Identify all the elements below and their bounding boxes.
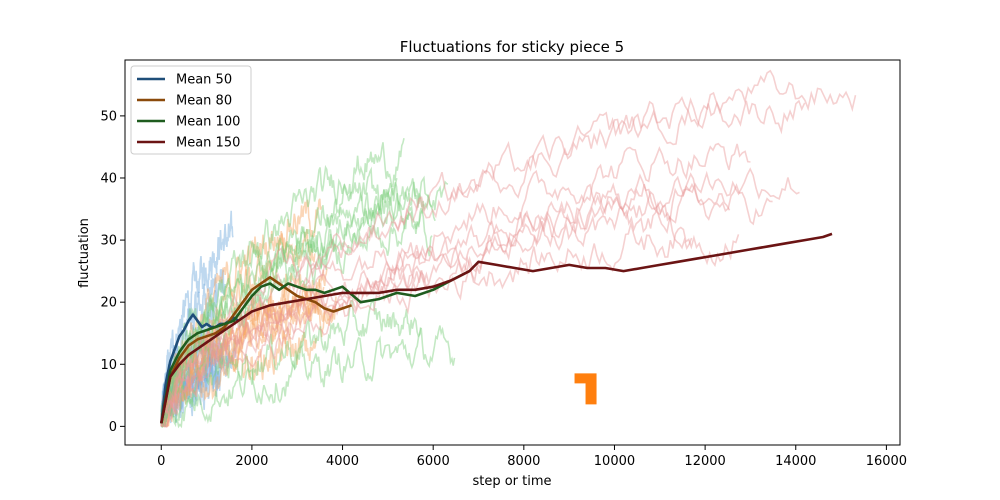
x-tick-label: 14000 — [775, 454, 816, 469]
x-tick-label: 16000 — [866, 454, 907, 469]
y-tick-label: 10 — [100, 358, 117, 373]
y-axis-ticks: 0 10 20 30 40 50 — [100, 109, 125, 435]
x-tick-label: 4000 — [326, 454, 359, 469]
orange-marker — [574, 373, 597, 405]
background-trace — [160, 69, 857, 418]
background-trace — [160, 166, 398, 415]
background-trace — [160, 198, 322, 427]
legend-frame — [130, 65, 252, 155]
series-line-mean-150 — [160, 232, 833, 424]
background-trace — [160, 292, 334, 427]
chart-title: Fluctuations for sticky piece 5 — [400, 38, 624, 56]
background-trace — [160, 172, 731, 428]
background-trace — [160, 167, 800, 428]
background-trace — [160, 294, 337, 427]
legend-label: Mean 80 — [176, 94, 232, 109]
x-tick-label: 0 — [157, 454, 165, 469]
background-trace — [160, 331, 317, 428]
legend-label: Mean 50 — [176, 73, 232, 88]
background-trace — [160, 342, 223, 427]
x-tick-label: 12000 — [684, 454, 725, 469]
background-trace — [160, 228, 316, 416]
y-tick-label: 30 — [100, 234, 117, 249]
markers — [574, 373, 597, 405]
background-trace — [160, 210, 234, 412]
x-tick-label: 10000 — [594, 454, 635, 469]
legend-label: Mean 100 — [176, 115, 240, 130]
background-trace — [160, 357, 221, 425]
background-trace — [160, 297, 422, 428]
y-tick-label: 50 — [100, 109, 117, 124]
background-trace — [160, 325, 456, 429]
legend: Mean 50 Mean 80 Mean 100 Mean 150 — [130, 65, 252, 155]
background-trace — [160, 201, 693, 421]
background-trace — [161, 338, 236, 428]
background-trace — [160, 193, 425, 421]
y-tick-label: 20 — [100, 296, 117, 311]
x-tick-label: 8000 — [507, 454, 540, 469]
plot-frame — [124, 59, 901, 446]
x-tick-label: 2000 — [235, 454, 268, 469]
y-tick-label: 0 — [109, 420, 117, 435]
x-tick-label: 6000 — [417, 454, 450, 469]
background-trace — [160, 97, 806, 427]
background-trace — [160, 142, 751, 426]
background-trace — [160, 328, 231, 428]
series-line-mean-80 — [160, 276, 353, 424]
x-axis-ticks: 0 2000 4000 6000 8000 10000 12000 14000 16000 — [157, 445, 907, 469]
background-trace — [160, 208, 433, 419]
mean-series-lines — [160, 232, 833, 424]
x-axis-label: step or time — [472, 474, 551, 489]
legend-label: Mean 150 — [176, 136, 240, 151]
y-axis-label: fluctuation — [77, 218, 92, 288]
series-line-mean-100 — [160, 269, 470, 424]
background-trace — [161, 175, 436, 428]
background-trace — [160, 289, 224, 427]
background-trace — [160, 352, 222, 427]
y-tick-label: 40 — [100, 171, 117, 186]
